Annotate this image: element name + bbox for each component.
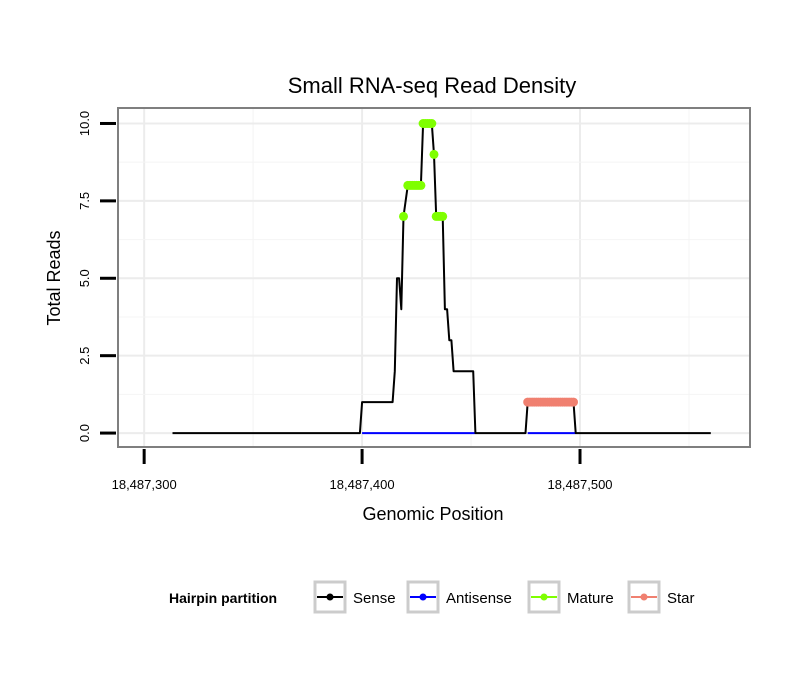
y-tick-label: 7.5 <box>77 192 92 210</box>
legend-item-mature: Mature <box>527 580 614 614</box>
chart-title: Small RNA-seq Read Density <box>288 73 577 98</box>
legend-key-point <box>640 593 648 601</box>
x-axis-label: Genomic Position <box>362 504 503 524</box>
legend-item-sense: Sense <box>313 580 396 614</box>
mature-point <box>438 211 448 221</box>
legend-key-point <box>540 593 548 601</box>
mature-point <box>416 180 426 190</box>
legend-label: Antisense <box>446 590 512 607</box>
mature-point <box>399 211 408 221</box>
legend-item-star: Star <box>627 580 695 614</box>
legend-label: Mature <box>567 590 614 607</box>
series-sense <box>172 122 711 435</box>
legend-label: Sense <box>353 590 396 607</box>
x-tick-label: 18,487,300 <box>112 477 177 492</box>
y-tick-label: 2.5 <box>77 347 92 365</box>
panel-border <box>117 107 751 448</box>
mature-point <box>427 119 437 128</box>
series-star <box>523 397 578 407</box>
y-axis-label: Total Reads <box>44 230 64 325</box>
data-series <box>172 119 711 435</box>
legend: Hairpin partition Sense Antisense Mature St… <box>169 580 695 614</box>
x-tick-label: 18,487,500 <box>547 477 612 492</box>
y-tick-label: 10.0 <box>77 111 92 136</box>
legend-key-point <box>326 593 334 601</box>
x-tick-label: 18,487,400 <box>330 477 395 492</box>
legend-key-point <box>419 593 427 601</box>
sense-line <box>172 122 711 435</box>
legend-items: Sense Antisense Mature Star <box>313 580 695 614</box>
legend-label: Star <box>667 590 695 607</box>
y-tick-label: 0.0 <box>77 424 92 442</box>
mature-point <box>429 149 439 159</box>
legend-item-antisense: Antisense <box>406 580 512 614</box>
axes: 18,487,300 18,487,400 18,487,500 0.0 2.5 5.0 7… <box>77 111 613 492</box>
legend-title: Hairpin partition <box>169 590 277 606</box>
y-tick-label: 5.0 <box>77 269 92 287</box>
star-point <box>569 397 578 407</box>
series-mature <box>399 119 448 221</box>
